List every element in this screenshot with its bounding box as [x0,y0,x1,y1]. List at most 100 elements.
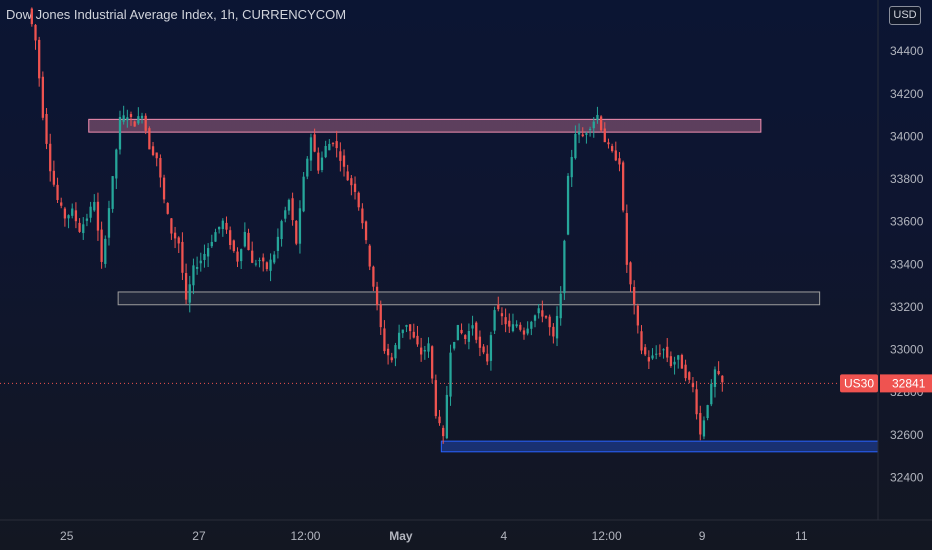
candle [662,348,665,359]
candle [155,152,158,167]
candle [247,228,250,251]
candle [655,345,658,360]
last-price-label: 32841 [880,374,932,393]
candle [195,256,199,275]
candle [38,36,41,87]
candle [118,110,122,155]
candle [570,149,573,187]
x-axis[interactable]: 25 27 12:00 May 4 12:00 9 11 [60,529,808,543]
candle [56,177,59,203]
candle [625,204,628,273]
candle [218,226,221,234]
candle [530,320,533,336]
candle [431,345,434,384]
candle [52,160,56,187]
middle-zone[interactable] [117,291,821,306]
candle [214,228,217,242]
candle [717,361,720,376]
candle [555,306,559,347]
candle [412,323,415,339]
y-tick-label: 34200 [890,87,924,101]
candle [445,385,448,440]
x-tick-label: 25 [60,529,74,543]
candle [49,133,52,182]
candle [210,234,213,248]
candle [636,303,639,334]
candle [276,228,280,259]
candle [320,151,324,173]
candle [574,125,577,160]
candle [453,341,456,351]
x-tick-label: 11 [795,529,808,543]
candle [390,352,393,363]
candle [71,203,74,219]
candle [258,257,261,268]
candle [658,344,662,357]
candle [497,296,500,312]
candle [342,149,346,177]
candle [144,113,147,135]
candle [254,259,258,267]
candle [588,126,592,137]
candle [89,201,92,223]
candle [295,220,298,246]
candle [401,329,404,338]
currency-button[interactable]: USD [889,6,921,25]
candle [533,314,537,328]
candle [666,338,669,363]
candle [475,321,478,344]
candle [603,122,606,143]
candle [364,220,368,244]
candle [41,71,44,121]
candle [140,112,144,124]
candle [67,214,70,229]
candle [566,173,570,236]
candle [269,253,272,282]
candle [508,313,511,333]
candle [328,139,331,151]
candle [361,203,364,229]
candle [166,202,169,215]
candle [651,348,654,360]
y-tick-label: 33000 [890,343,924,357]
candle [30,7,33,27]
candle [647,350,650,370]
candle [581,127,584,138]
candle [350,174,353,196]
y-tick-label: 34000 [890,129,924,143]
x-tick-label: May [389,529,413,543]
candle [339,142,342,172]
candle [669,351,673,368]
candle [133,120,136,127]
candle [225,216,228,234]
candle [379,300,382,335]
candle [232,239,235,253]
candle [78,218,81,233]
support-zone[interactable] [440,440,879,453]
candle [691,377,695,393]
candle [240,248,243,269]
candle [302,171,305,213]
candle [408,324,412,340]
x-tick-label: 27 [192,529,206,543]
symbol-label: US30 [840,374,878,393]
resistance-zone[interactable] [88,118,762,133]
y-axis[interactable]: 34400 34200 34000 33800 33600 33400 33200 33000… [890,44,924,484]
candle [107,200,111,246]
candle [471,315,474,336]
candle [181,232,184,281]
candle [60,197,63,209]
candle [622,160,625,213]
candle [317,147,320,174]
candle [192,258,195,295]
candle [309,133,313,171]
candle [640,325,643,355]
candle [511,313,515,333]
candle [251,241,254,264]
candle [559,286,562,326]
candle [493,306,496,335]
candle [427,337,430,358]
candle [607,138,610,149]
candle [306,156,309,180]
